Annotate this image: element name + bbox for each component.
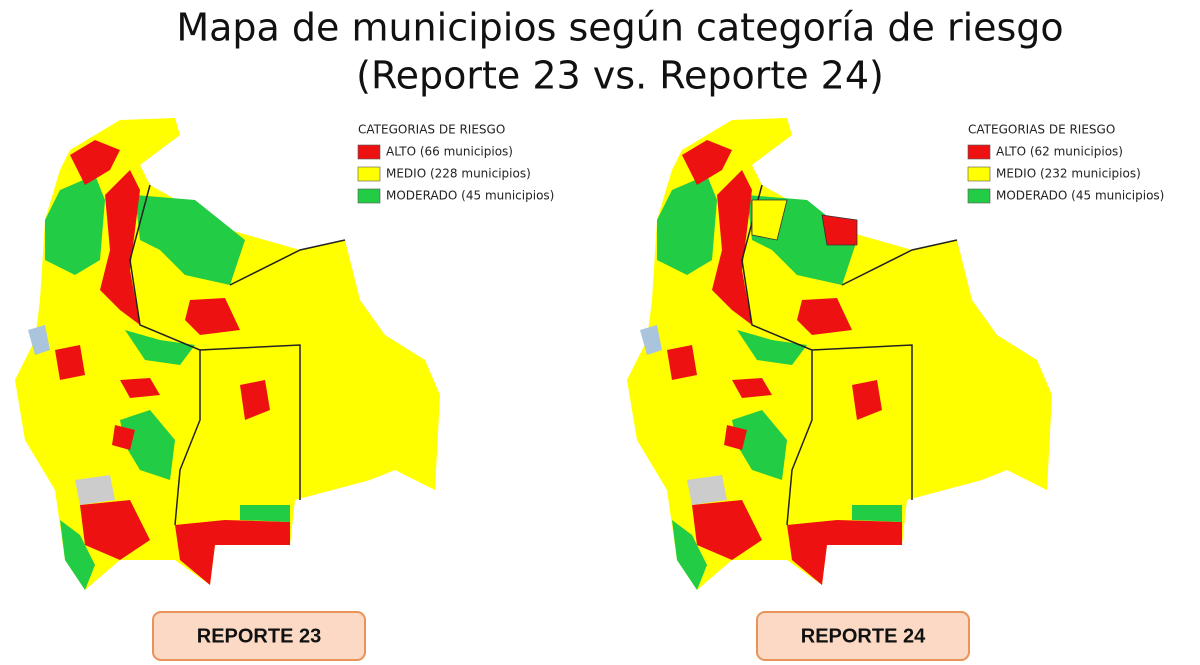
legend-label: MEDIO (232 municipios) (996, 167, 1141, 181)
legend-swatch (967, 144, 991, 160)
legend-swatch (357, 144, 381, 160)
legend-swatch (357, 188, 381, 204)
report-label-box (756, 611, 970, 661)
legend-title: CATEGORIAS DE RIESGO (358, 123, 505, 137)
legend-swatch (357, 166, 381, 182)
legend-label: MODERADO (45 municipios) (386, 189, 554, 203)
title: Mapa de municipios según categoría de ri… (176, 6, 1063, 50)
legend-label: MEDIO (228 municipios) (386, 167, 531, 181)
report-label-box (152, 611, 366, 661)
legend-label: MODERADO (45 municipios) (996, 189, 1164, 203)
legend-swatch (967, 166, 991, 182)
legend-label: ALTO (66 municipios) (386, 145, 513, 159)
report-label: REPORTE 23 (197, 625, 321, 647)
legend-label: ALTO (62 municipios) (996, 145, 1123, 159)
report-label: REPORTE 24 (801, 625, 926, 647)
title: (Reporte 23 vs. Reporte 24) (356, 54, 884, 98)
legend-swatch (967, 188, 991, 204)
legend-title: CATEGORIAS DE RIESGO (968, 123, 1115, 137)
map (626, 117, 1053, 591)
